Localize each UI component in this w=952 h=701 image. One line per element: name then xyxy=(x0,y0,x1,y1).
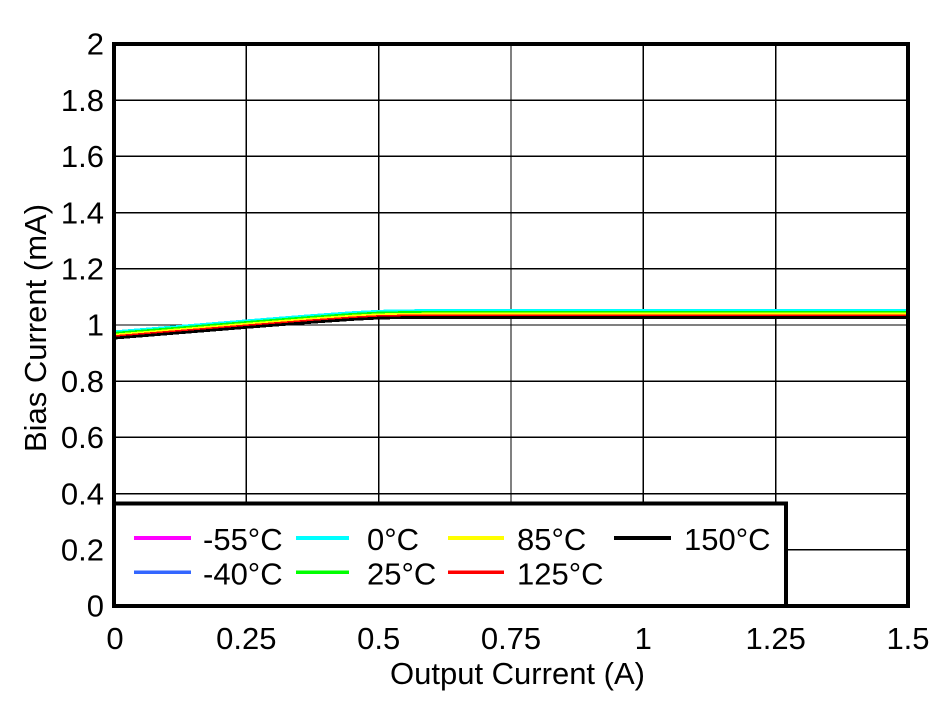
svg-text:1: 1 xyxy=(635,621,652,656)
svg-text:0.2: 0.2 xyxy=(61,533,104,568)
svg-text:1: 1 xyxy=(87,308,104,343)
svg-text:1.25: 1.25 xyxy=(746,621,806,656)
svg-text:150°C: 150°C xyxy=(684,522,771,557)
svg-text:2: 2 xyxy=(87,27,104,62)
svg-text:0.25: 0.25 xyxy=(216,621,276,656)
svg-text:0.8: 0.8 xyxy=(61,364,104,399)
svg-text:0°C: 0°C xyxy=(367,522,419,557)
svg-text:Bias Current (mA): Bias Current (mA) xyxy=(18,204,53,452)
svg-text:1.8: 1.8 xyxy=(61,83,104,118)
svg-text:Output Current (A): Output Current (A) xyxy=(390,656,645,691)
svg-text:1.5: 1.5 xyxy=(886,621,929,656)
svg-text:25°C: 25°C xyxy=(367,557,436,592)
svg-text:1.6: 1.6 xyxy=(61,139,104,174)
svg-text:0.75: 0.75 xyxy=(481,621,541,656)
svg-text:85°C: 85°C xyxy=(517,522,586,557)
svg-text:-55°C: -55°C xyxy=(203,522,283,557)
svg-text:-40°C: -40°C xyxy=(203,557,283,592)
svg-text:0.4: 0.4 xyxy=(61,476,104,511)
svg-text:0.5: 0.5 xyxy=(357,621,400,656)
svg-text:1.2: 1.2 xyxy=(61,252,104,287)
svg-text:0: 0 xyxy=(106,621,123,656)
svg-text:0: 0 xyxy=(87,589,104,624)
svg-text:0.6: 0.6 xyxy=(61,420,104,455)
svg-text:125°C: 125°C xyxy=(517,557,604,592)
svg-text:1.4: 1.4 xyxy=(61,195,104,230)
